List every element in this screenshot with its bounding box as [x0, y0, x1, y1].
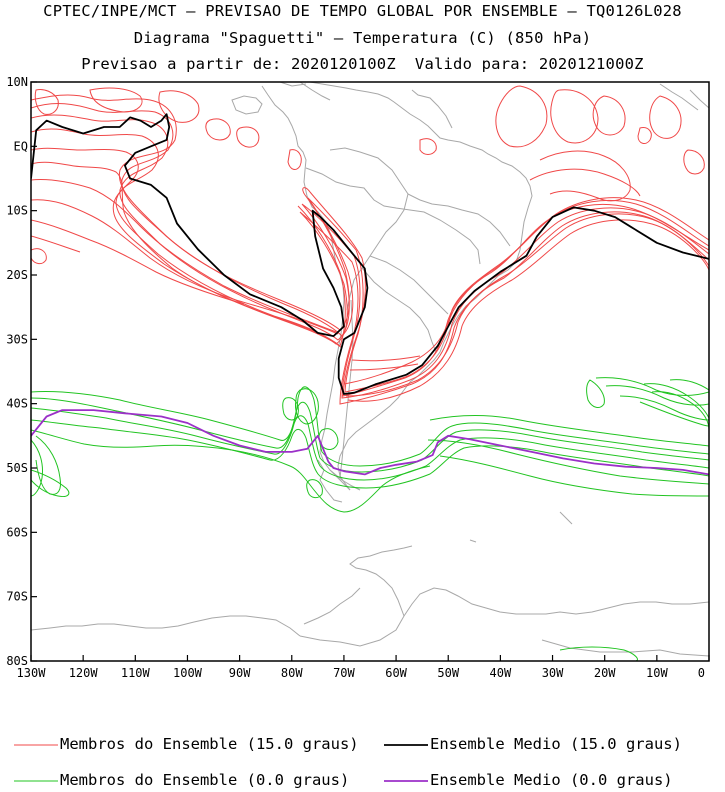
legend-label-mean-15: Ensemble Medio (15.0 graus): [430, 735, 682, 753]
x-tick-label: 130W: [17, 666, 47, 680]
x-tick-label: 100W: [173, 666, 203, 680]
x-tick-label: 80W: [281, 666, 303, 680]
y-tick-label: 70S: [6, 590, 28, 604]
series-line-0: [31, 113, 709, 395]
x-tick-label: 120W: [69, 666, 99, 680]
legend-label-members-15: Membros do Ensemble (15.0 graus): [60, 735, 359, 753]
x-tick-label: 30W: [542, 666, 564, 680]
legend-label-mean-0: Ensemble Medio (0.0 graus): [430, 771, 673, 789]
title-line-1: CPTEC/INPE/MCT – PREVISAO DE TEMPO GLOBA…: [43, 2, 682, 20]
x-tick-label: 110W: [121, 666, 151, 680]
y-tick-label: 30S: [6, 332, 28, 346]
x-tick-label: 50W: [437, 666, 459, 680]
x-tick-label: 40W: [490, 666, 512, 680]
y-tick-label: 10N: [6, 75, 28, 89]
title-line-2: Diagrama "Spaguetti" – Temperatura (C) (…: [133, 29, 592, 47]
series-line-1: [31, 409, 709, 476]
legend-label-members-0: Membros do Ensemble (0.0 graus): [60, 771, 350, 789]
title-line-3: Previsao a partir de: 2020120100Z Valido…: [81, 55, 644, 73]
y-tick-label: 50S: [6, 461, 28, 475]
plot-frame: [30, 81, 710, 662]
y-tick-label: 20S: [6, 268, 28, 282]
y-axis: 10N EQ 10S 20S 30S 40S 50S 60S 70S 80S: [6, 75, 37, 668]
x-tick-label: 60W: [385, 666, 407, 680]
x-tick-label: 70W: [333, 666, 355, 680]
x-tick-label: 10W: [646, 666, 668, 680]
y-tick-label: EQ: [14, 139, 28, 153]
map-coastlines: [31, 82, 709, 657]
y-tick-label: 40S: [6, 397, 28, 411]
x-tick-label: 90W: [229, 666, 251, 680]
x-tick-label: 0: [698, 666, 705, 680]
y-tick-label: 60S: [6, 525, 28, 539]
y-tick-label: 10S: [6, 204, 28, 218]
y-tick-label: 80S: [6, 654, 28, 668]
x-axis: 130W 120W 110W 100W 90W 80W 70W 60W 50W 40W 30W 20W…: [17, 655, 710, 680]
x-tick-label: 20W: [594, 666, 616, 680]
ensemble-members-0: [31, 377, 709, 661]
ensemble-members-15: [31, 85, 709, 405]
